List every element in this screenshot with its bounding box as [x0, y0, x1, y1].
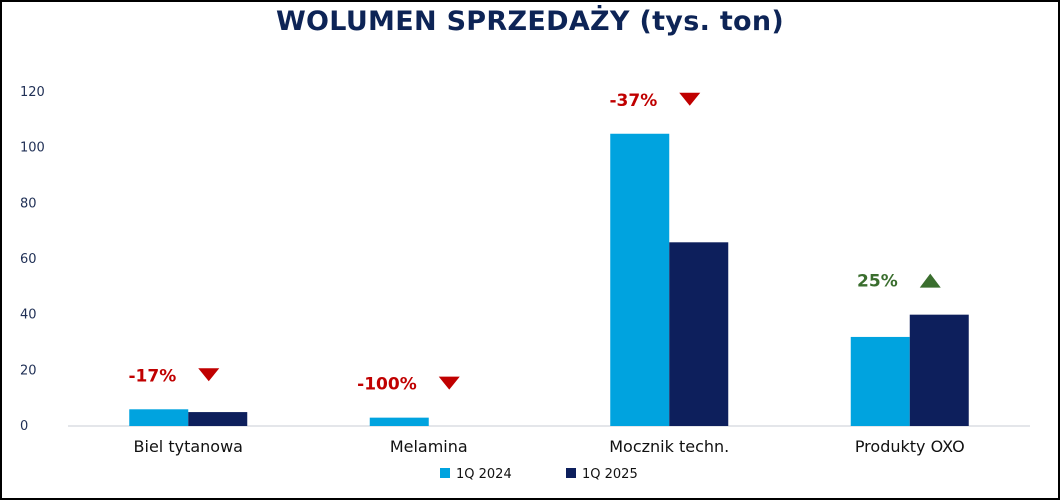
- y-tick-label: 100: [20, 141, 45, 156]
- change-annotation: -37%: [610, 91, 658, 111]
- legend-label: 1Q 2024: [456, 467, 512, 482]
- arrow-down-icon: [679, 92, 701, 106]
- bar-1q-2024: [850, 336, 910, 426]
- y-tick-label: 80: [20, 196, 37, 211]
- bar-1q-2025: [669, 242, 729, 426]
- y-tick-label: 60: [20, 252, 37, 267]
- arrow-up-icon: [919, 273, 941, 288]
- bar-1q-2024: [610, 133, 670, 426]
- category-label: Melamina: [390, 437, 468, 456]
- chart-title: WOLUMEN SPRZEDAŻY (tys. ton): [275, 6, 785, 37]
- bar-1q-2024: [369, 417, 429, 426]
- legend-swatch: [440, 468, 450, 478]
- y-tick-label: 40: [20, 308, 37, 323]
- change-annotation: 25%: [857, 272, 898, 292]
- bar-1q-2024: [129, 409, 189, 426]
- y-tick-label: 120: [20, 85, 45, 100]
- category-label: Biel tytanowa: [134, 437, 243, 456]
- change-annotation: -17%: [129, 366, 177, 386]
- bar-1q-2025: [188, 412, 248, 426]
- arrow-down-icon: [198, 368, 220, 382]
- y-tick-label: 20: [20, 363, 37, 378]
- category-label: Mocznik techn.: [609, 437, 729, 456]
- change-annotation: -100%: [357, 375, 417, 395]
- arrow-down-icon: [438, 376, 460, 390]
- legend-swatch: [566, 468, 576, 478]
- bar-1q-2025: [909, 314, 969, 426]
- legend-label: 1Q 2025: [582, 467, 638, 482]
- y-tick-label: 0: [20, 419, 28, 434]
- category-label: Produkty OXO: [855, 437, 965, 456]
